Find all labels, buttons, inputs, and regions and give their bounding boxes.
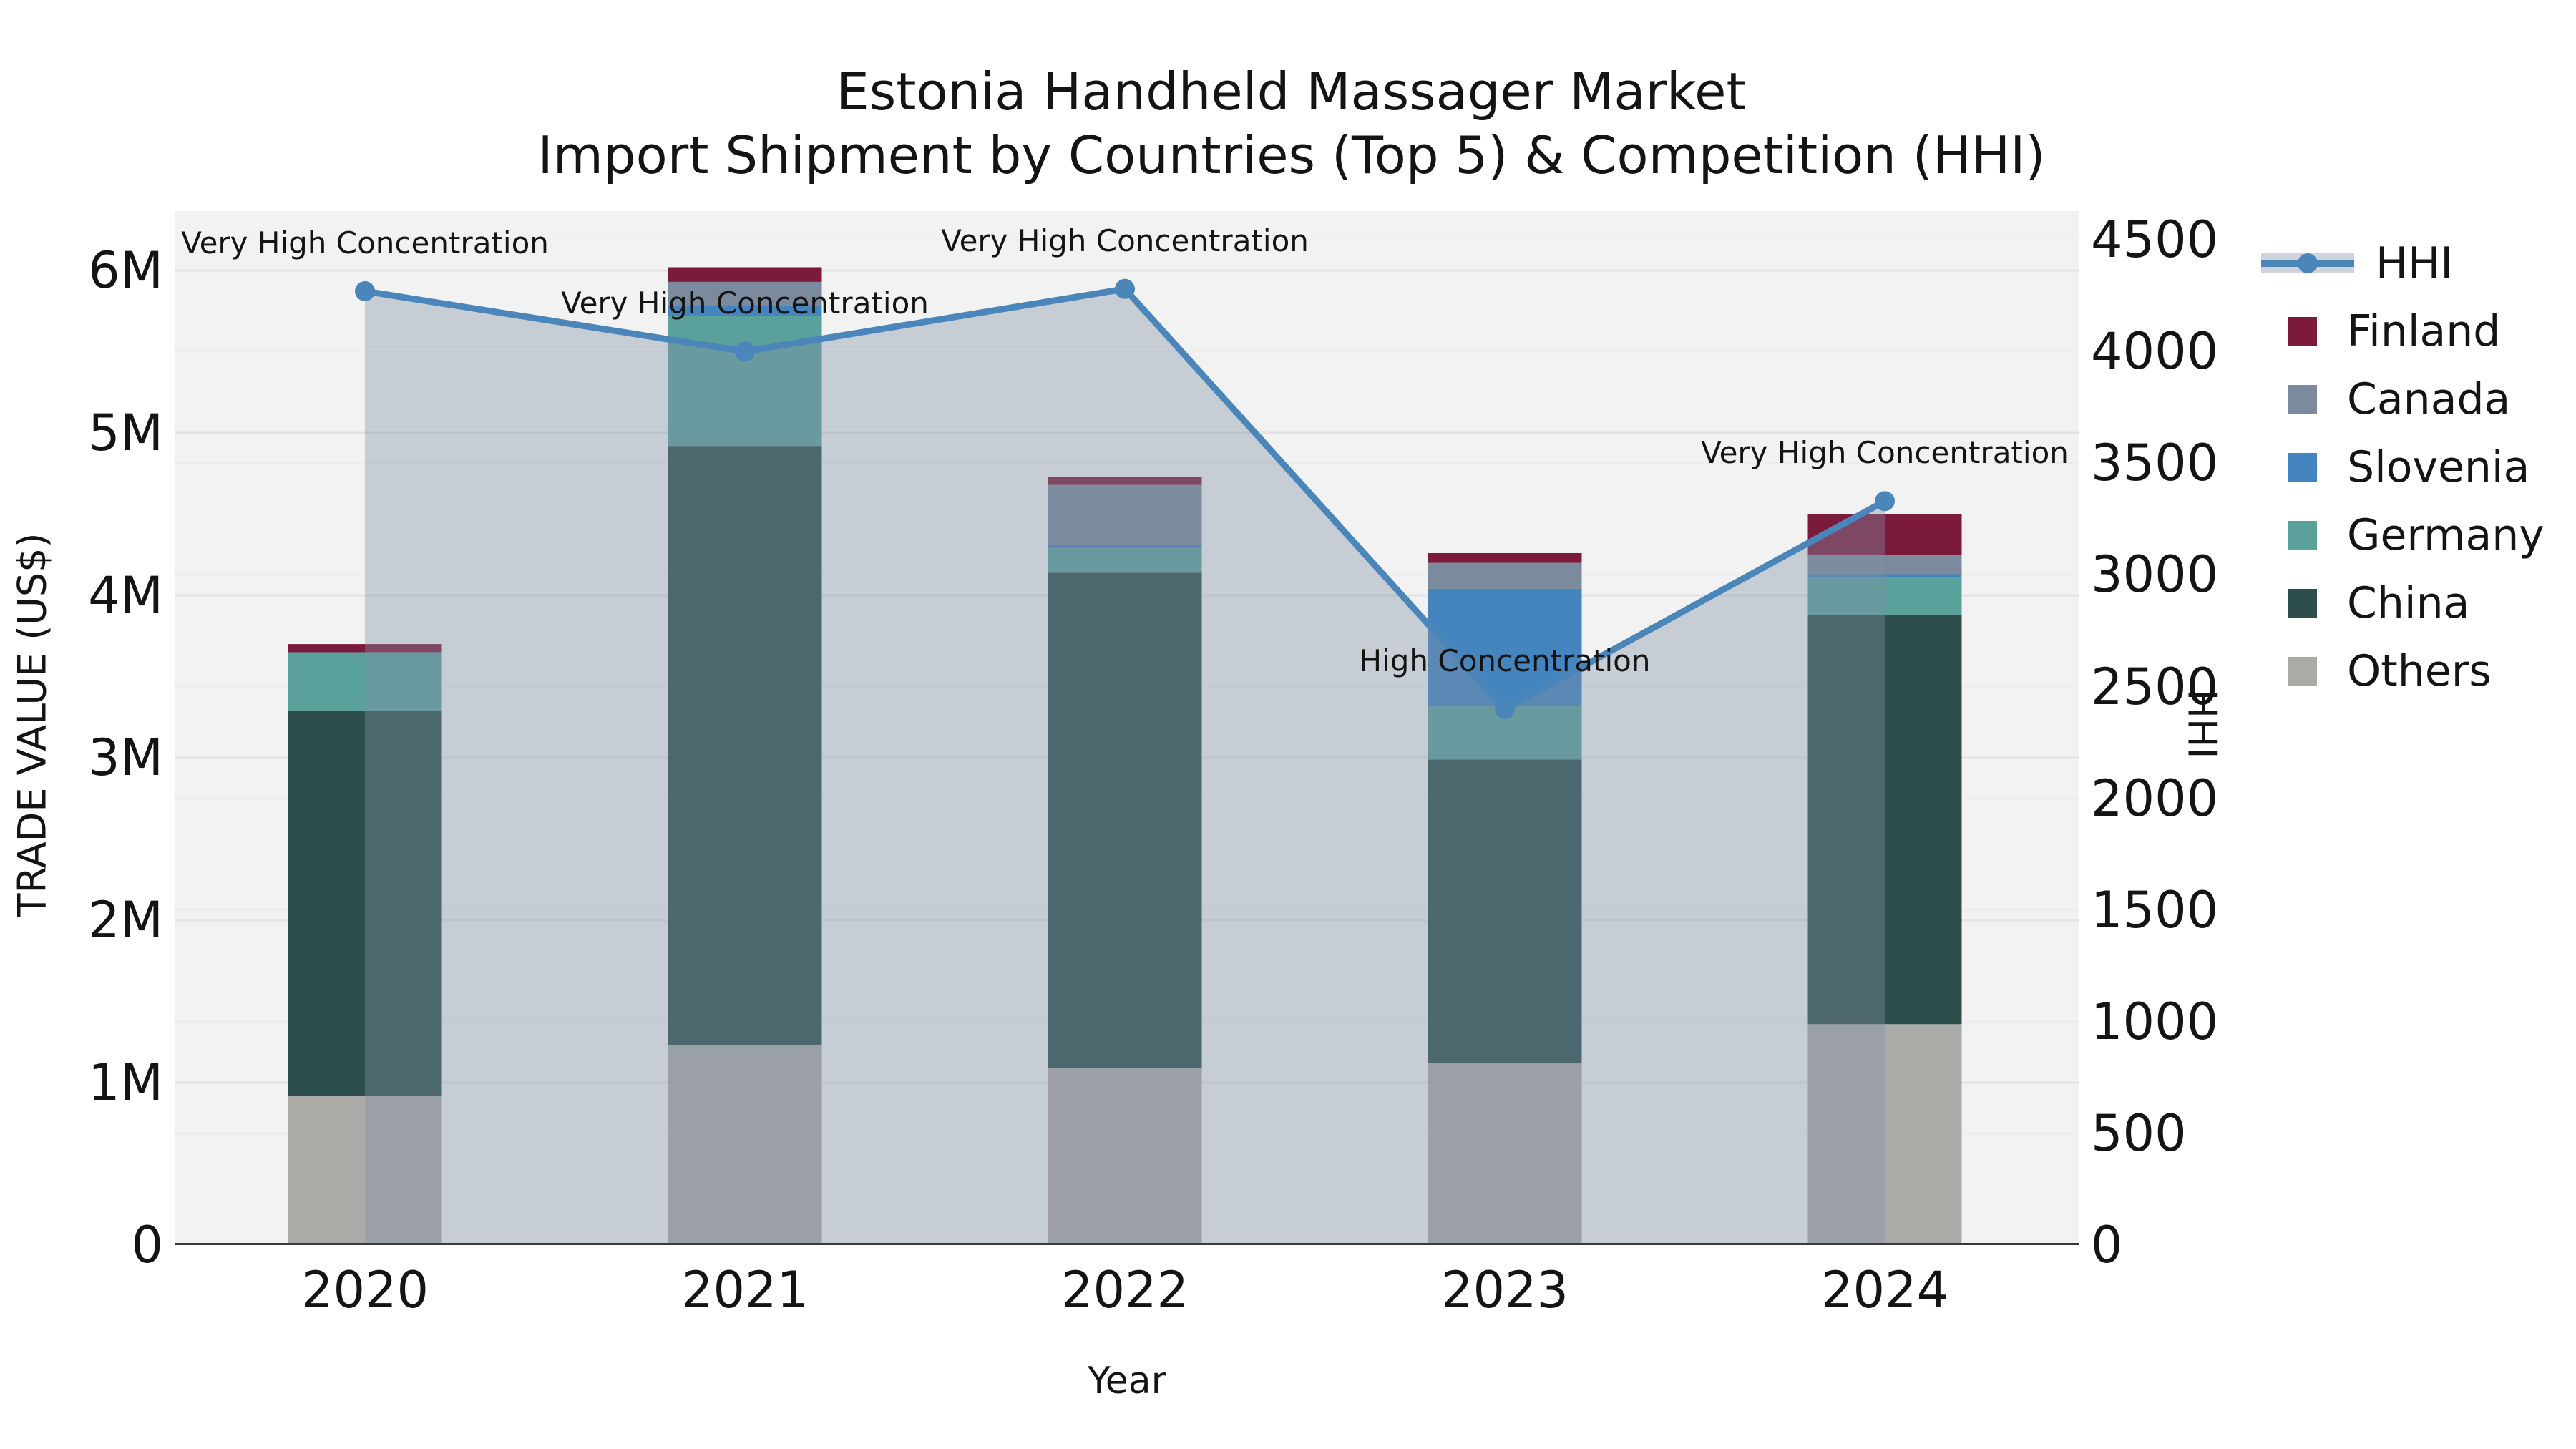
plot-area xyxy=(175,211,2079,1245)
bar-segment-finland-2023 xyxy=(1428,552,1582,563)
legend-item-hhi: HHI xyxy=(2258,229,2545,297)
legend-label: Finland xyxy=(2347,306,2501,356)
right-tick-label: 2000 xyxy=(2091,769,2219,828)
legend-swatch-others xyxy=(2288,656,2317,686)
legend-swatch-germany xyxy=(2288,520,2317,550)
legend-item-slovenia: Slovenia xyxy=(2258,433,2545,501)
annotation-2024: Very High Concentration xyxy=(1701,435,2069,471)
left-tick-label: 2M xyxy=(88,891,163,950)
bar-segment-others-2024 xyxy=(1807,1024,1962,1245)
left-tick-label: 4M xyxy=(88,566,163,625)
left-axis-title: TRADE VALUE (US$) xyxy=(9,532,55,917)
x-tick-label: 2024 xyxy=(1820,1261,1949,1319)
hhi-marker-2021 xyxy=(735,341,755,362)
bar-segment-china-2020 xyxy=(288,711,442,1096)
bar-segment-china-2023 xyxy=(1428,759,1582,1063)
legend-label: Others xyxy=(2347,645,2492,696)
legend-label: Slovenia xyxy=(2347,441,2530,492)
right-tick-label: 4000 xyxy=(2091,322,2219,381)
legend-label: Germany xyxy=(2347,509,2545,560)
hhi-marker-2023 xyxy=(1495,698,1515,719)
right-tick-label: 3500 xyxy=(2091,434,2219,493)
chart-title-line2: Import Shipment by Countries (Top 5) & C… xyxy=(537,125,2046,185)
left-tick-label: 5M xyxy=(88,404,163,462)
left-tick-label: 1M xyxy=(88,1053,163,1112)
x-tick-label: 2022 xyxy=(1060,1261,1189,1319)
hhi-marker-2024 xyxy=(1875,491,1895,512)
legend-item-china: China xyxy=(2258,569,2545,637)
bar-segment-slovenia-2024 xyxy=(1807,574,1962,578)
bar-segment-china-2022 xyxy=(1048,572,1202,1068)
hhi-line-sample-icon xyxy=(2261,250,2354,276)
bar-segment-finland-2020 xyxy=(288,644,442,653)
hhi-marker-2020 xyxy=(355,280,375,301)
hhi-area xyxy=(365,288,1885,1245)
bar-segment-finland-2022 xyxy=(1048,477,1202,485)
bar-segment-canada-2024 xyxy=(1807,555,1962,575)
x-tick-label: 2020 xyxy=(301,1261,429,1319)
bar-segment-others-2021 xyxy=(668,1045,822,1245)
legend-swatch-china xyxy=(2288,588,2317,618)
bar-segment-slovenia-2021 xyxy=(668,306,822,316)
right-tick-label: 4500 xyxy=(2091,210,2219,270)
right-tick-label: 1000 xyxy=(2091,992,2219,1051)
legend: HHI Finland Canada Slovenia Germany China Othe… xyxy=(2258,229,2545,705)
bar-segment-others-2020 xyxy=(288,1096,442,1245)
right-tick-label: 3000 xyxy=(2091,545,2219,605)
bar-segment-finland-2021 xyxy=(668,267,822,282)
hhi-line-sample-part xyxy=(2298,253,2318,273)
legend-label: Canada xyxy=(2347,374,2511,424)
x-axis-line xyxy=(175,1243,2079,1245)
bar-segment-slovenia-2023 xyxy=(1428,588,1582,706)
x-axis-title: Year xyxy=(1087,1360,1167,1402)
right-tick-label: 0 xyxy=(2091,1216,2123,1274)
bar-segment-china-2021 xyxy=(668,446,822,1045)
bar-segment-slovenia-2022 xyxy=(1048,545,1202,549)
legend-swatch-slovenia xyxy=(2288,452,2317,482)
bar-segment-finland-2024 xyxy=(1807,514,1962,555)
left-tick-label: 6M xyxy=(88,241,163,300)
right-tick-label: 1500 xyxy=(2091,880,2219,940)
annotation-2022: Very High Concentration xyxy=(941,223,1309,258)
bar-segment-others-2022 xyxy=(1048,1068,1202,1245)
bar-segment-canada-2023 xyxy=(1428,562,1582,589)
legend-item-canada: Canada xyxy=(2258,365,2545,433)
bar-segment-germany-2020 xyxy=(288,652,442,711)
bar-segment-china-2024 xyxy=(1807,615,1962,1025)
legend-label: HHI xyxy=(2376,238,2453,288)
hhi-marker-2022 xyxy=(1115,278,1135,299)
legend-swatch-canada xyxy=(2288,384,2317,414)
legend-item-others: Others xyxy=(2258,637,2545,705)
left-tick-label: 0 xyxy=(131,1216,163,1274)
bar-segment-canada-2022 xyxy=(1048,484,1202,545)
legend-item-germany: Germany xyxy=(2258,501,2545,569)
annotation-2020: Very High Concentration xyxy=(181,225,549,260)
right-tick-label: 2500 xyxy=(2091,657,2219,716)
chart-title-line1: Estonia Handheld Massager Market xyxy=(836,62,1747,122)
x-tick-label: 2021 xyxy=(680,1261,809,1319)
bar-segment-germany-2024 xyxy=(1807,577,1962,615)
annotation-2023: High Concentration xyxy=(1359,643,1651,678)
bar-segment-germany-2022 xyxy=(1048,548,1202,573)
bar-segment-others-2023 xyxy=(1428,1063,1582,1245)
bar-segment-germany-2021 xyxy=(668,316,822,447)
left-tick-label: 3M xyxy=(88,728,163,787)
legend-swatch-finland xyxy=(2288,316,2317,346)
bar-segment-canada-2021 xyxy=(668,281,822,306)
legend-label: China xyxy=(2347,577,2470,628)
annotation-2021: Very High Concentration xyxy=(561,286,929,321)
chart-title: Estonia Handheld Massager Market Import … xyxy=(538,60,2046,187)
right-tick-label: 500 xyxy=(2091,1103,2187,1163)
legend-item-finland: Finland xyxy=(2258,297,2545,365)
x-tick-label: 2023 xyxy=(1440,1261,1569,1319)
